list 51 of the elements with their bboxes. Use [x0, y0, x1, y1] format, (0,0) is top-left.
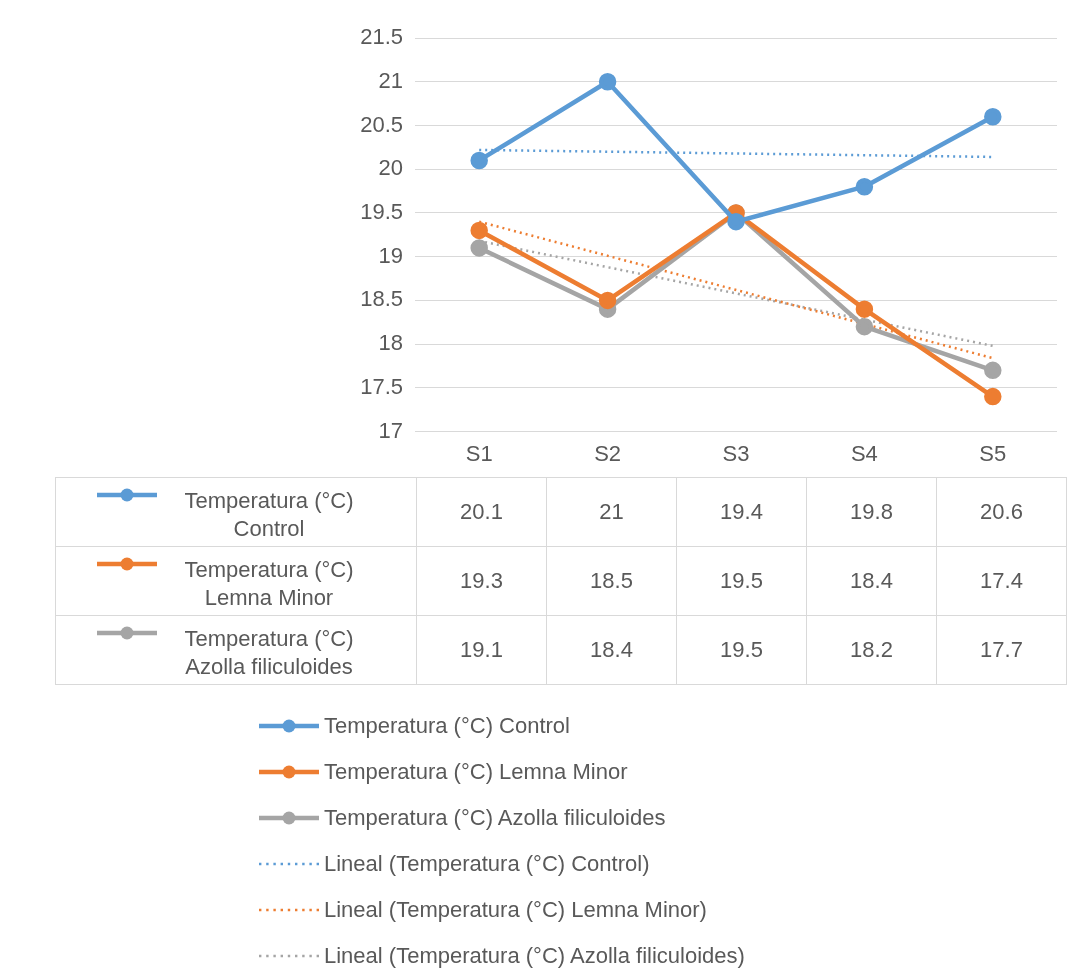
legend-label: Lineal (Temperatura (°C) Control) — [324, 851, 650, 877]
data-label: 19.3 — [416, 546, 547, 616]
point — [855, 300, 874, 318]
data-label: 18.5 — [546, 546, 677, 616]
point — [598, 72, 617, 91]
data-label: 18.4 — [806, 546, 937, 616]
point — [984, 387, 1002, 406]
data-label: 20.1 — [416, 477, 547, 547]
data-label: 18.4 — [546, 615, 677, 685]
data-label: 20.6 — [936, 477, 1067, 547]
point — [984, 107, 1002, 126]
legend-label: Temperatura (°C) Azolla filiculoides — [183, 624, 355, 681]
legend-label: Lineal (Temperatura (°C) Lemna Minor) — [324, 897, 707, 923]
data-label: 18.2 — [806, 615, 937, 685]
data-label: 19.4 — [676, 477, 807, 547]
point — [598, 291, 617, 310]
y-tick-label: 19 — [378, 242, 403, 268]
y-tick-label: 20 — [378, 155, 403, 181]
y-tick-label: 18 — [378, 330, 403, 356]
y-tick-label: 18.5 — [360, 286, 403, 312]
point — [855, 177, 874, 196]
y-tick-label: 20.5 — [360, 111, 403, 137]
text: Temperatura (°C) Control — [324, 713, 570, 738]
y-tick-label: 19.5 — [360, 199, 403, 224]
x-tick-label: S2 — [594, 440, 622, 466]
point — [727, 212, 745, 231]
data-label: 17.4 — [936, 546, 1067, 616]
legend-label: Temperatura (°C) Control — [183, 486, 355, 543]
x-tick-label: S4 — [850, 440, 878, 466]
legend-label: Temperatura (°C) Lemna Minor — [183, 555, 355, 612]
y-tick-label: 21 — [378, 67, 403, 93]
x-tick-label: S5 — [979, 440, 1007, 466]
y-tick-label: 17.5 — [360, 373, 403, 399]
point — [855, 317, 874, 336]
data-label: 19.1 — [416, 615, 547, 685]
text: Temperatura (°C) Azolla filiculoides — [324, 805, 666, 830]
y-tick-label: 21.5 — [360, 24, 403, 50]
point — [470, 239, 488, 257]
y-tick-label: 17 — [378, 417, 403, 443]
point — [984, 361, 1002, 380]
data-label: 17.7 — [936, 615, 1067, 685]
data-label: 19.8 — [806, 477, 937, 547]
data-label: 19.5 — [676, 546, 807, 616]
x-tick-label: S3 — [722, 440, 750, 466]
point — [470, 151, 488, 170]
text: Temperatura (°C) Lemna Minor — [324, 759, 628, 784]
x-tick-label: S1 — [465, 440, 493, 466]
legend-label: Lineal (Temperatura (°C) Azolla filiculoides) — [324, 943, 745, 968]
point — [470, 221, 488, 240]
data-label: 21 — [546, 477, 677, 547]
data-label: 19.5 — [676, 615, 807, 685]
